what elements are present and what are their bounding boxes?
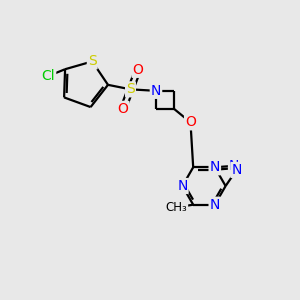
Text: S: S xyxy=(126,82,135,96)
Text: O: O xyxy=(118,102,128,116)
Text: N: N xyxy=(177,179,188,193)
Text: O: O xyxy=(185,115,196,129)
Text: N: N xyxy=(231,163,242,177)
Text: O: O xyxy=(133,63,143,77)
Text: N: N xyxy=(151,84,161,98)
Text: N: N xyxy=(210,198,220,212)
Text: N: N xyxy=(210,160,220,174)
Text: S: S xyxy=(88,54,97,68)
Text: CH₃: CH₃ xyxy=(166,201,188,214)
Text: Cl: Cl xyxy=(42,69,55,83)
Text: N: N xyxy=(229,159,239,173)
